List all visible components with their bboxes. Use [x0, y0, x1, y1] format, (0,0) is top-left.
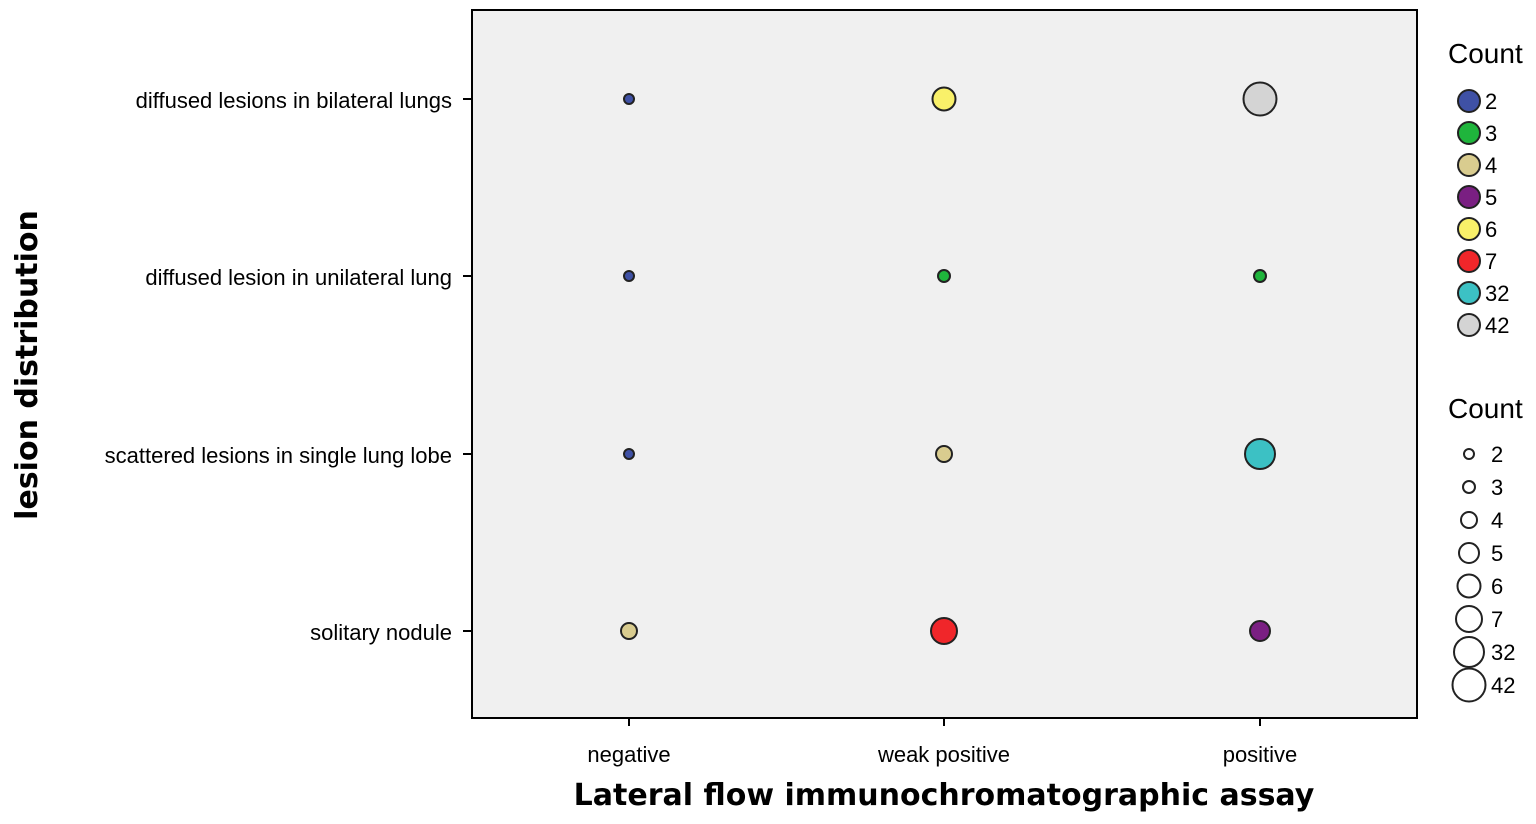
size-legend-swatch [1460, 511, 1478, 529]
y-axis: diffused lesions in bilateral lungs diffu… [105, 88, 472, 645]
bubble-point [620, 622, 638, 640]
x-axis: negative weak positive positive [587, 718, 1297, 767]
size-legend-label: 42 [1491, 673, 1515, 698]
x-tick-label: weak positive [877, 742, 1010, 767]
y-axis-title: lesion distribution [10, 210, 45, 520]
plot-background [471, 9, 1418, 719]
color-legend-swatch [1457, 281, 1481, 305]
bubble-point [931, 86, 957, 112]
x-tick-label: negative [587, 742, 670, 767]
bubble-point [930, 617, 958, 645]
size-legend-swatch [1462, 480, 1476, 494]
bubble-point [623, 270, 635, 282]
color-legend-swatch [1457, 313, 1481, 337]
color-legend-label: 42 [1485, 313, 1509, 338]
size-legend: Count 2 3 4 5 6 7 32 42 [1448, 393, 1523, 703]
color-legend: Count 2 3 4 5 6 7 32 42 [1448, 38, 1523, 338]
size-legend-swatch [1455, 605, 1483, 633]
size-legend-label: 7 [1491, 607, 1503, 632]
size-legend-swatch [1451, 667, 1487, 703]
color-legend-label: 32 [1485, 281, 1509, 306]
y-tick-label: diffused lesions in bilateral lungs [136, 88, 452, 113]
bubble-point [937, 269, 951, 283]
color-legend-swatch [1457, 217, 1481, 241]
bubble-point [935, 445, 953, 463]
color-legend-swatch [1457, 89, 1481, 113]
size-legend-swatch [1458, 542, 1480, 564]
color-legend-title: Count [1448, 38, 1523, 69]
bubble-point [623, 448, 635, 460]
y-tick-label: diffused lesion in unilateral lung [145, 265, 452, 290]
color-legend-swatch [1457, 121, 1481, 145]
size-legend-swatch [1453, 636, 1485, 668]
color-legend-label: 6 [1485, 217, 1497, 242]
y-tick-label: solitary nodule [310, 620, 452, 645]
color-legend-label: 2 [1485, 89, 1497, 114]
bubble-point [1244, 438, 1276, 470]
color-legend-swatch [1457, 185, 1481, 209]
color-legend-label: 7 [1485, 249, 1497, 274]
bubble-point [1249, 620, 1271, 642]
bubble-point [1242, 81, 1278, 117]
size-legend-label: 5 [1491, 541, 1503, 566]
bubble-point [1253, 269, 1267, 283]
data-points [620, 81, 1278, 645]
x-axis-title: Lateral flow immunochromatographic assay [574, 778, 1315, 813]
x-tick-label: positive [1223, 742, 1298, 767]
size-legend-label: 3 [1491, 475, 1503, 500]
color-legend-swatch [1457, 249, 1481, 273]
size-legend-label: 6 [1491, 574, 1503, 599]
bubble-point [623, 93, 635, 105]
size-legend-label: 4 [1491, 508, 1503, 533]
color-legend-label: 4 [1485, 153, 1497, 178]
size-legend-swatch [1456, 573, 1482, 599]
size-legend-label: 32 [1491, 640, 1515, 665]
size-legend-swatch [1463, 448, 1475, 460]
color-legend-label: 5 [1485, 185, 1497, 210]
color-legend-label: 3 [1485, 121, 1497, 146]
color-legend-swatch [1457, 153, 1481, 177]
size-legend-title: Count [1448, 393, 1523, 424]
size-legend-label: 2 [1491, 442, 1503, 467]
y-tick-label: scattered lesions in single lung lobe [105, 443, 452, 468]
